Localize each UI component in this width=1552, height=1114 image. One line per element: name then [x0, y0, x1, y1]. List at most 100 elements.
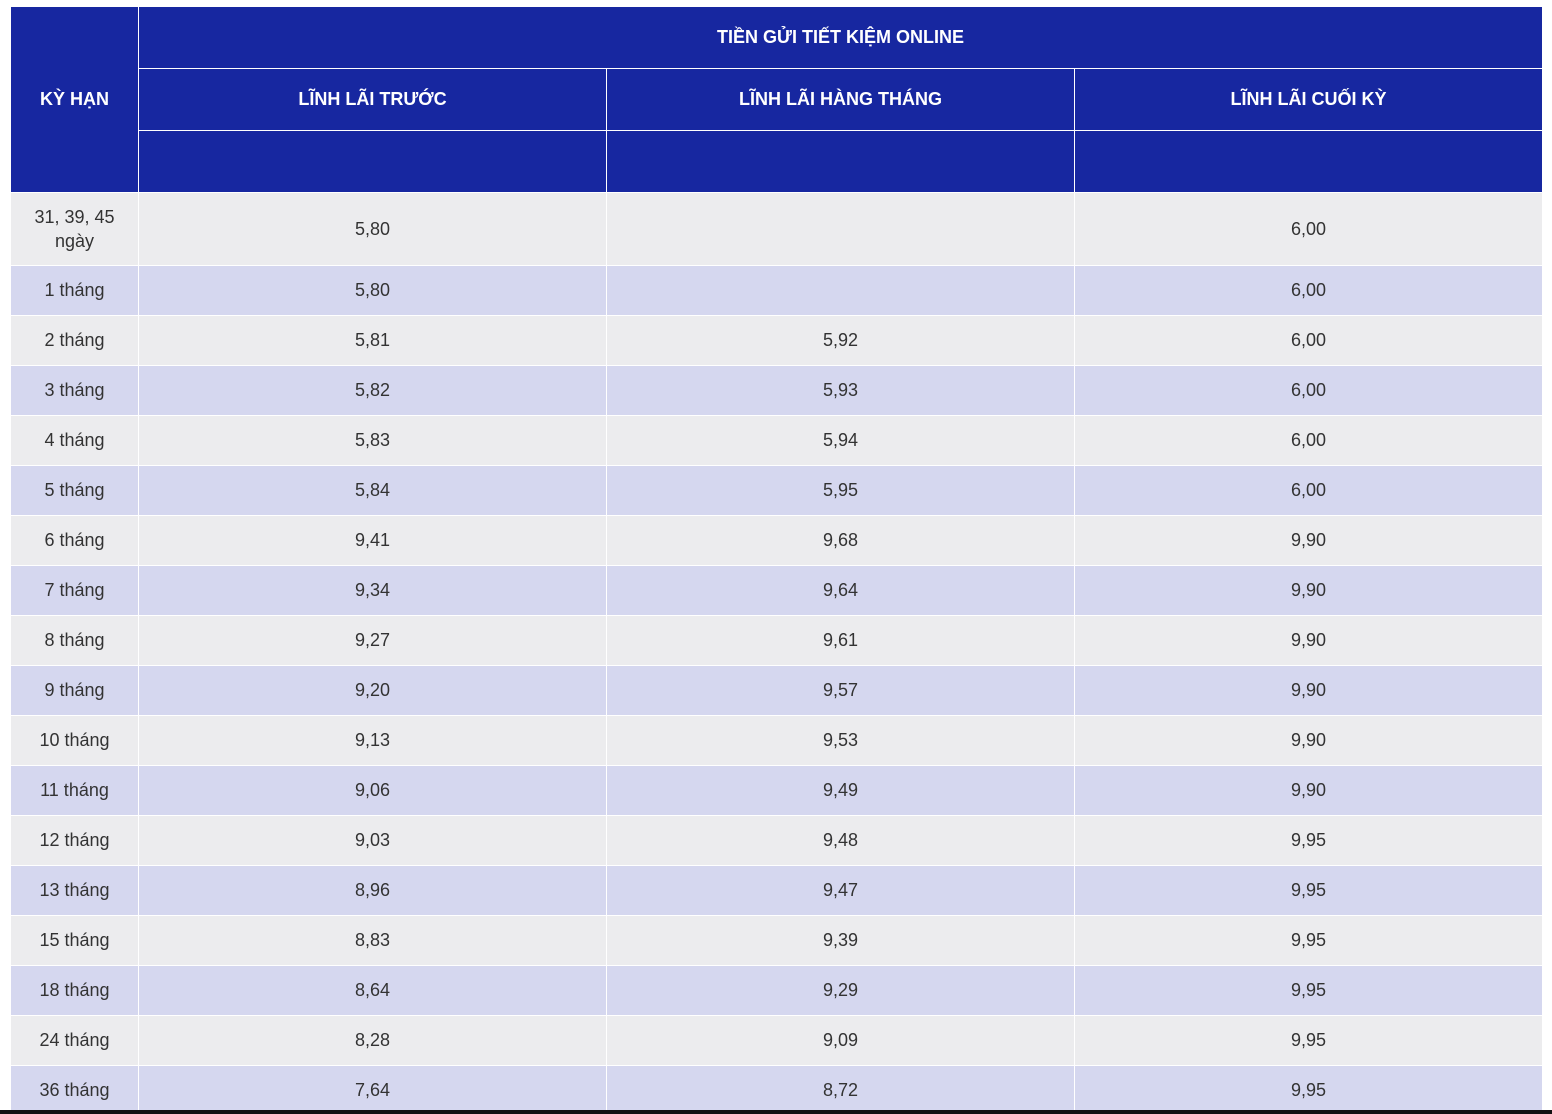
term-header: KỲ HẠN	[10, 6, 139, 193]
term-cell: 1 tháng	[10, 265, 139, 316]
term-cell: 8 tháng	[10, 615, 139, 666]
term-cell: 6 tháng	[10, 515, 139, 566]
header-spacer	[1073, 130, 1542, 193]
term-cell: 7 tháng	[10, 565, 139, 616]
header-spacer	[138, 130, 607, 193]
term-cell: 31, 39, 45 ngày	[10, 192, 139, 266]
term-cell: 15 tháng	[10, 915, 139, 966]
rate-cell: 9,09	[606, 1015, 1075, 1066]
rate-cell: 8,72	[606, 1065, 1075, 1110]
group-header: TIỀN GỬI TIẾT KIỆM ONLINE	[137, 6, 1542, 69]
rate-cell: 6,00	[1073, 465, 1542, 516]
rate-cell: 9,90	[1073, 615, 1542, 666]
table-row: 6 tháng 9,41 9,68 9,90	[10, 515, 1542, 566]
table-row: 24 tháng 8,28 9,09 9,95	[10, 1015, 1542, 1066]
rate-cell: 6,00	[1073, 415, 1542, 466]
table-row: 3 tháng 5,82 5,93 6,00	[10, 365, 1542, 416]
term-cell: 10 tháng	[10, 715, 139, 766]
term-cell: 9 tháng	[10, 665, 139, 716]
rate-cell: 9,90	[1073, 715, 1542, 766]
rate-cell: 5,80	[138, 192, 607, 266]
table-row: 9 tháng 9,20 9,57 9,90	[10, 665, 1542, 716]
term-cell: 11 tháng	[10, 765, 139, 816]
rate-cell: 8,83	[138, 915, 607, 966]
table-body: 31, 39, 45 ngày 5,80 6,00 1 tháng 5,80 6,00 2 …	[10, 192, 1542, 1110]
term-cell: 13 tháng	[10, 865, 139, 916]
rate-cell: 9,90	[1073, 515, 1542, 566]
table-row: 8 tháng 9,27 9,61 9,90	[10, 615, 1542, 666]
table-row: 4 tháng 5,83 5,94 6,00	[10, 415, 1542, 466]
table-row: 1 tháng 5,80 6,00	[10, 265, 1542, 316]
rate-cell: 9,49	[606, 765, 1075, 816]
rate-cell: 9,90	[1073, 565, 1542, 616]
term-cell: 24 tháng	[10, 1015, 139, 1066]
rate-cell: 9,95	[1073, 815, 1542, 866]
table-row: 31, 39, 45 ngày 5,80 6,00	[10, 192, 1542, 266]
rate-cell: 9,48	[606, 815, 1075, 866]
rate-cell: 9,29	[606, 965, 1075, 1016]
column-header: LĨNH LÃI HÀNG THÁNG	[606, 68, 1075, 131]
rate-cell: 9,27	[138, 615, 607, 666]
rate-cell: 5,92	[606, 315, 1075, 366]
rate-cell: 8,28	[138, 1015, 607, 1066]
rate-cell: 9,64	[606, 565, 1075, 616]
bottom-edge	[0, 1110, 1552, 1114]
rate-cell: 9,41	[138, 515, 607, 566]
rate-cell: 6,00	[1073, 365, 1542, 416]
term-cell: 2 tháng	[10, 315, 139, 366]
rate-cell	[606, 265, 1075, 316]
rate-cell: 9,39	[606, 915, 1075, 966]
rate-cell: 6,00	[1073, 315, 1542, 366]
term-cell: 18 tháng	[10, 965, 139, 1016]
table-row: 11 tháng 9,06 9,49 9,90	[10, 765, 1542, 816]
rate-cell: 9,95	[1073, 1015, 1542, 1066]
rate-cell: 5,84	[138, 465, 607, 516]
rate-cell: 9,95	[1073, 965, 1542, 1016]
rate-cell: 9,13	[138, 715, 607, 766]
rate-cell: 9,06	[138, 765, 607, 816]
term-cell: 12 tháng	[10, 815, 139, 866]
rate-cell: 9,95	[1073, 865, 1542, 916]
table-row: 2 tháng 5,81 5,92 6,00	[10, 315, 1542, 366]
rate-cell: 7,64	[138, 1065, 607, 1110]
rate-cell: 9,95	[1073, 915, 1542, 966]
rate-cell: 9,90	[1073, 665, 1542, 716]
term-cell: 36 tháng	[10, 1065, 139, 1110]
rate-cell: 9,90	[1073, 765, 1542, 816]
table-row: 10 tháng 9,13 9,53 9,90	[10, 715, 1542, 766]
rate-cell: 5,94	[606, 415, 1075, 466]
rate-cell: 5,80	[138, 265, 607, 316]
column-header: LĨNH LÃI CUỐI KỲ	[1073, 68, 1542, 131]
rate-table-container: KỲ HẠN TIỀN GỬI TIẾT KIỆM ONLINE LĨNH LÃ…	[10, 6, 1542, 1110]
term-cell: 4 tháng	[10, 415, 139, 466]
table-row: 36 tháng 7,64 8,72 9,95	[10, 1065, 1542, 1110]
rate-cell: 9,34	[138, 565, 607, 616]
table-row: 12 tháng 9,03 9,48 9,95	[10, 815, 1542, 866]
header-spacer	[606, 130, 1075, 193]
rate-cell: 8,96	[138, 865, 607, 916]
rate-cell: 6,00	[1073, 265, 1542, 316]
rate-table: KỲ HẠN TIỀN GỬI TIẾT KIỆM ONLINE LĨNH LÃ…	[10, 6, 1542, 1110]
column-header: LĨNH LÃI TRƯỚC	[138, 68, 607, 131]
rate-cell: 9,53	[606, 715, 1075, 766]
rate-cell: 8,64	[138, 965, 607, 1016]
table-row: 13 tháng 8,96 9,47 9,95	[10, 865, 1542, 916]
rate-cell: 9,20	[138, 665, 607, 716]
term-cell: 5 tháng	[10, 465, 139, 516]
rate-cell: 6,00	[1073, 192, 1542, 266]
rate-cell: 9,47	[606, 865, 1075, 916]
table-row: 15 tháng 8,83 9,39 9,95	[10, 915, 1542, 966]
rate-cell: 9,57	[606, 665, 1075, 716]
table-row: 18 tháng 8,64 9,29 9,95	[10, 965, 1542, 1016]
rate-cell: 5,95	[606, 465, 1075, 516]
rate-cell	[606, 192, 1075, 266]
rate-cell: 5,83	[138, 415, 607, 466]
rate-cell: 9,61	[606, 615, 1075, 666]
rate-cell: 9,95	[1073, 1065, 1542, 1110]
rate-cell: 5,93	[606, 365, 1075, 416]
rate-cell: 5,82	[138, 365, 607, 416]
rate-cell: 9,68	[606, 515, 1075, 566]
table-row: 7 tháng 9,34 9,64 9,90	[10, 565, 1542, 616]
table-row: 5 tháng 5,84 5,95 6,00	[10, 465, 1542, 516]
